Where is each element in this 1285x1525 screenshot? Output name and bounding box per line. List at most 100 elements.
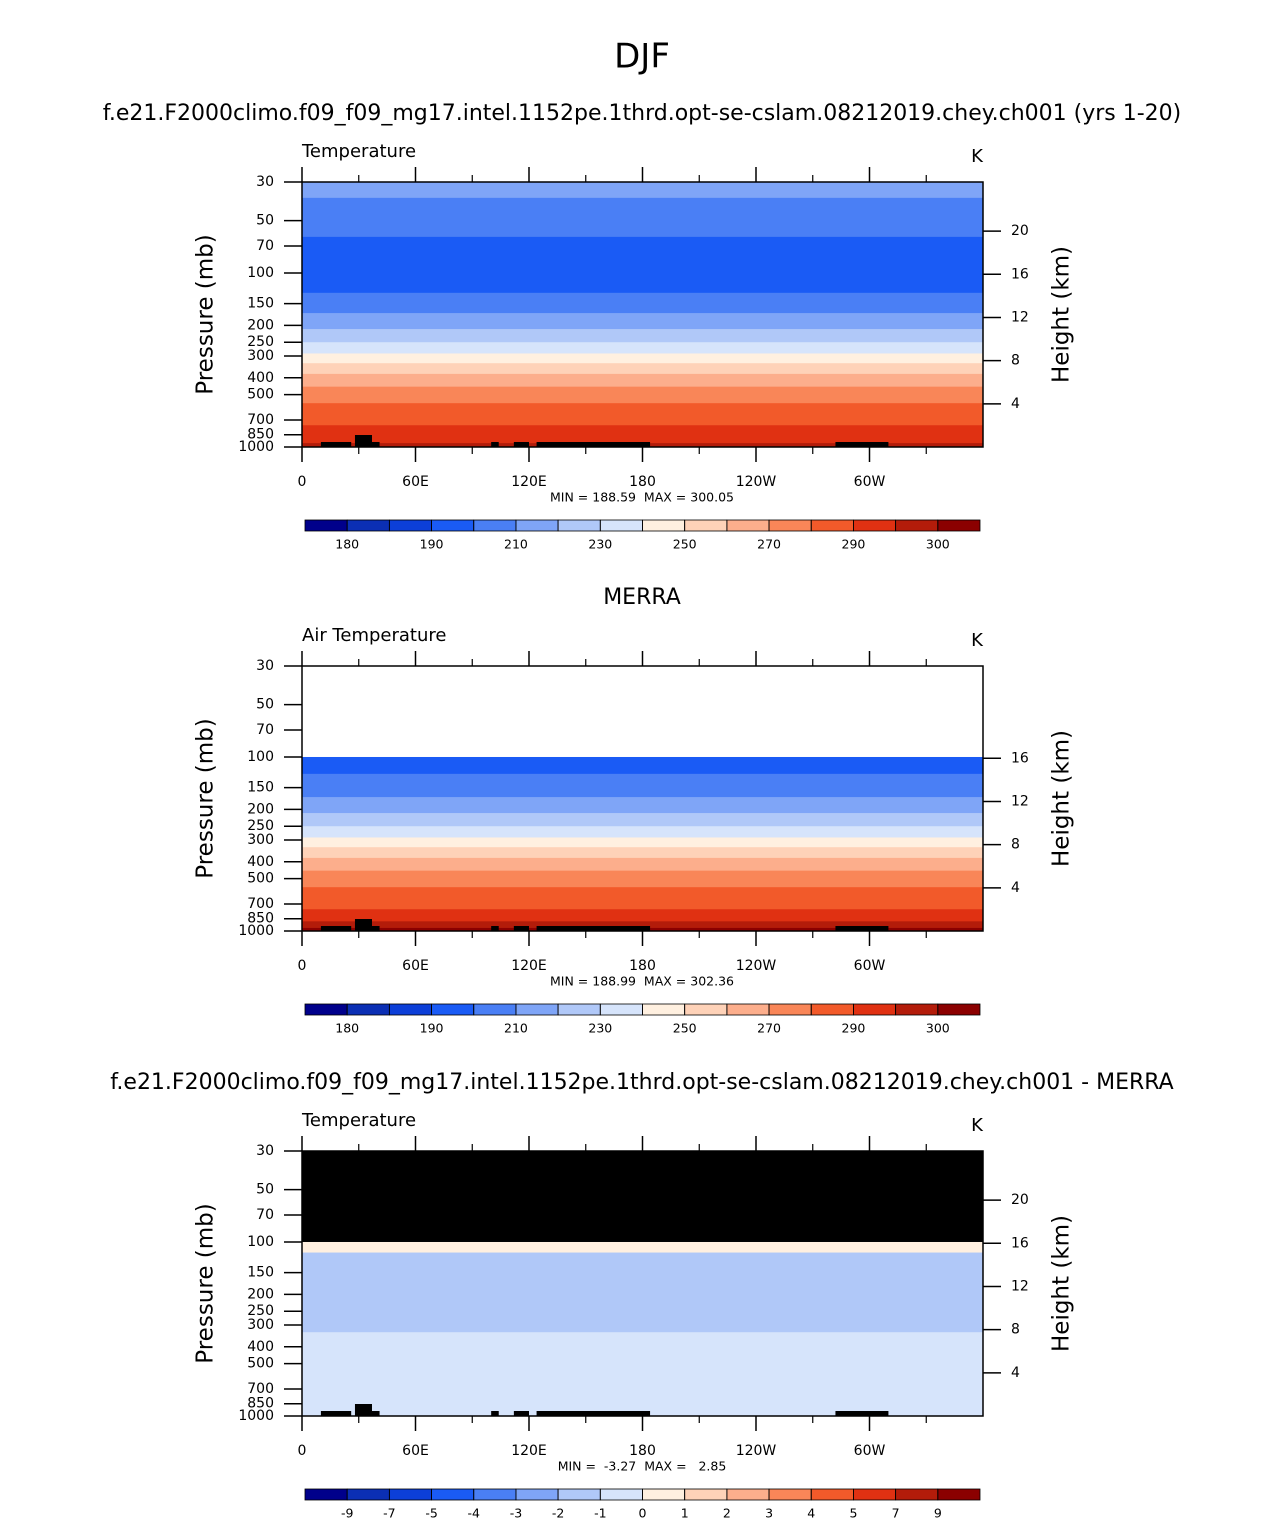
y2-axis-label: Height (km): [1049, 1215, 1075, 1352]
colorbar-label: 230: [588, 537, 612, 552]
y-axis-label: Pressure (mb): [193, 234, 219, 394]
colorbar-box: [431, 1003, 475, 1016]
contour-band: [302, 236, 983, 294]
colorbar-box: [515, 1488, 559, 1501]
y-tick-label: 70: [256, 1207, 274, 1223]
y-tick-label: 1000: [238, 1408, 274, 1424]
colorbar-label: 5: [849, 1506, 857, 1521]
contour-band: [302, 329, 983, 343]
colorbar-box: [853, 1003, 897, 1016]
y2-tick-label: 12: [1011, 309, 1029, 325]
y-tick-label: 50: [256, 697, 274, 713]
colorbar-box: [853, 1488, 897, 1501]
colorbar-label: -1: [594, 1506, 606, 1521]
colorbar-box: [431, 1488, 475, 1501]
colorbar-label: 210: [504, 537, 528, 552]
y2-tick-label: 8: [1011, 837, 1020, 853]
colorbar-label: 300: [926, 537, 950, 552]
topography-block: [536, 1411, 651, 1416]
colorbar-box: [473, 1003, 517, 1016]
topography-block: [536, 442, 651, 447]
x-tick-label: 120W: [736, 958, 777, 974]
figure-title: DJF: [614, 37, 670, 77]
y-tick-label: 200: [247, 1286, 274, 1302]
y2-axis-label: Height (km): [1049, 730, 1075, 867]
colorbar-box: [768, 1003, 812, 1016]
x-tick-label: 60E: [402, 474, 429, 490]
topography-block: [354, 1404, 372, 1416]
contour-band: [302, 1332, 983, 1417]
contour-band: [302, 921, 983, 929]
x-tick-label: 120E: [511, 474, 547, 490]
colorbar-box: [431, 519, 475, 532]
colorbar-box: [388, 1003, 432, 1016]
x-tick-label: 0: [298, 958, 307, 974]
colorbar-label: 9: [934, 1506, 942, 1521]
y2-tick-label: 12: [1011, 1278, 1029, 1294]
colorbar-box: [473, 1488, 517, 1501]
x-tick-label: 180: [629, 958, 656, 974]
y2-tick-label: 8: [1011, 353, 1020, 369]
y-tick-label: 400: [247, 1339, 274, 1355]
colorbar-box: [515, 1003, 559, 1016]
contour-band: [302, 797, 983, 814]
contour-band: [302, 813, 983, 827]
contour-band: [302, 403, 983, 426]
colorbar-label: -2: [552, 1506, 564, 1521]
colorbar-label: 190: [420, 537, 444, 552]
y2-tick-label: 4: [1011, 880, 1020, 896]
y2-tick-label: 12: [1011, 793, 1029, 809]
contour-band: [302, 773, 983, 798]
y-tick-label: 850: [247, 1396, 274, 1412]
units-label: K: [971, 630, 984, 651]
y-tick-label: 30: [256, 1143, 274, 1159]
x-tick-label: 180: [629, 474, 656, 490]
x-tick-label: 120W: [736, 474, 777, 490]
y-tick-label: 500: [247, 871, 274, 887]
left-label: Temperature: [301, 141, 416, 162]
y-tick-label: 400: [247, 854, 274, 870]
colorbar-box: [515, 519, 559, 532]
colorbar-box: [937, 519, 981, 532]
x-tick-label: 180: [629, 1443, 656, 1459]
colorbar-box: [599, 1488, 643, 1501]
colorbar-label: -3: [510, 1506, 522, 1521]
contour-band: [302, 373, 983, 388]
colorbar-label: 1: [681, 1506, 689, 1521]
colorbar-box: [895, 1003, 939, 1016]
contour-band: [302, 1267, 983, 1333]
colorbar-box: [768, 1488, 812, 1501]
colorbar-box: [768, 519, 812, 532]
colorbar-label: -4: [468, 1506, 481, 1521]
topography: [320, 1404, 889, 1416]
topography-block: [371, 926, 380, 931]
min-max: MIN = -3.27 MAX = 2.85: [558, 1459, 727, 1474]
y-tick-label: 50: [256, 213, 274, 229]
y-tick-label: 850: [247, 427, 274, 443]
colorbar-label: 4: [807, 1506, 815, 1521]
colorbar-label: 2: [723, 1506, 731, 1521]
colorbar-label: 250: [673, 1021, 697, 1036]
y2-tick-label: 20: [1011, 1192, 1029, 1208]
colorbar-box: [810, 519, 854, 532]
contour-band: [302, 1241, 983, 1254]
panel-title: MERRA: [603, 585, 681, 610]
contour-band: [302, 837, 983, 848]
contour-band: [302, 909, 983, 922]
y-tick-label: 300: [247, 348, 274, 364]
colorbar-box: [726, 1003, 770, 1016]
topography-block: [835, 1411, 889, 1416]
colorbar-box: [557, 1003, 601, 1016]
colorbar-label: -9: [341, 1506, 354, 1521]
colorbar-label: 270: [757, 1021, 781, 1036]
y-tick-label: 150: [247, 296, 274, 312]
colorbar-label: 300: [926, 1021, 950, 1036]
colorbar-box: [726, 519, 770, 532]
topography-block: [513, 442, 529, 447]
y-tick-label: 300: [247, 1317, 274, 1333]
colorbar-box: [599, 519, 643, 532]
colorbar-box: [388, 519, 432, 532]
contour-band: [302, 870, 983, 888]
y-tick-label: 100: [247, 749, 274, 765]
x-tick-label: 0: [298, 1443, 307, 1459]
